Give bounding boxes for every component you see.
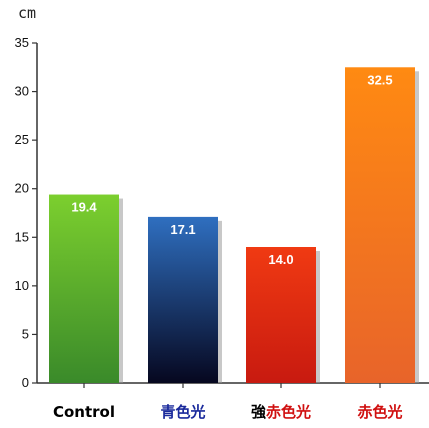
x-category-label-part: 強 [251, 403, 266, 421]
y-tick-label: 20 [15, 181, 29, 196]
x-category-label-part: 赤色光 [357, 403, 402, 421]
x-category-label-part: 赤色光 [266, 403, 311, 421]
bar [49, 194, 119, 383]
bars: 19.4 17.1 14.0 32.5 [49, 67, 419, 384]
bar-value-label: 17.1 [170, 222, 195, 237]
x-axis-labels: Control 青色光 強赤色光 赤色光 [53, 383, 403, 421]
y-tick-label: 0 [22, 375, 29, 390]
y-tick-label: 35 [15, 35, 29, 50]
bar-value-label: 19.4 [71, 200, 97, 215]
y-tick-label: 5 [22, 326, 29, 341]
y-unit-label: cm [18, 4, 36, 22]
bar-value-label: 14.0 [268, 252, 293, 267]
y-axis-ticks: 0 5 10 15 20 25 30 35 [15, 35, 37, 390]
bar [345, 67, 415, 384]
y-tick-label: 10 [15, 278, 29, 293]
x-category-label: 赤色光 [357, 403, 402, 421]
x-category-label-part: 青色光 [160, 403, 205, 421]
y-tick-label: 30 [15, 84, 29, 99]
bar-value-label: 32.5 [367, 72, 392, 87]
y-tick-label: 25 [15, 132, 29, 147]
x-category-label: 強赤色光 [251, 403, 311, 421]
x-category-label: Control [53, 403, 115, 421]
x-category-label-part: Control [53, 403, 115, 421]
bar [246, 247, 316, 383]
x-category-label: 青色光 [160, 403, 205, 421]
bar [148, 216, 218, 383]
y-tick-label: 15 [15, 229, 29, 244]
